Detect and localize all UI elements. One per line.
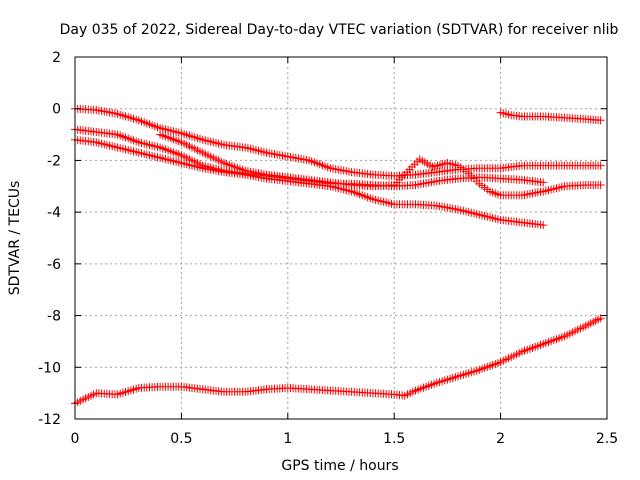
data-series [71,104,605,408]
series-markers [156,130,605,200]
axis-ticks: 0 0.5 1 1.5 2 2.5 2 0 -2 -4 -6 -8 -10 -12 [38,50,618,447]
y-tick-label: 0 [52,102,61,118]
x-tick-label: 2.5 [596,431,618,447]
y-tick-label: -10 [38,360,61,376]
x-tick-label: 0.5 [170,431,192,447]
x-axis-label: GPS time / hours [281,458,398,474]
x-tick-label: 2 [496,431,505,447]
series-arc-e [496,108,605,125]
plot-frame [74,56,608,420]
y-tick-label: -8 [47,309,61,325]
x-tick-label: 1.5 [383,431,405,447]
grid [75,57,607,419]
x-tick-label: 0 [71,431,80,447]
series-markers [496,108,605,125]
y-tick-label: -6 [47,257,61,273]
chart-title: Day 035 of 2022, Sidereal Day-to-day VTE… [60,22,619,38]
y-tick-label: -12 [38,412,61,428]
y-axis-label: SDTVAR / TECUs [7,181,23,296]
y-tick-label: -4 [47,205,61,221]
x-tick-label: 1 [283,431,292,447]
series-arc-d [156,130,605,200]
y-tick-label: -2 [47,153,61,169]
y-tick-label: 2 [52,50,61,66]
